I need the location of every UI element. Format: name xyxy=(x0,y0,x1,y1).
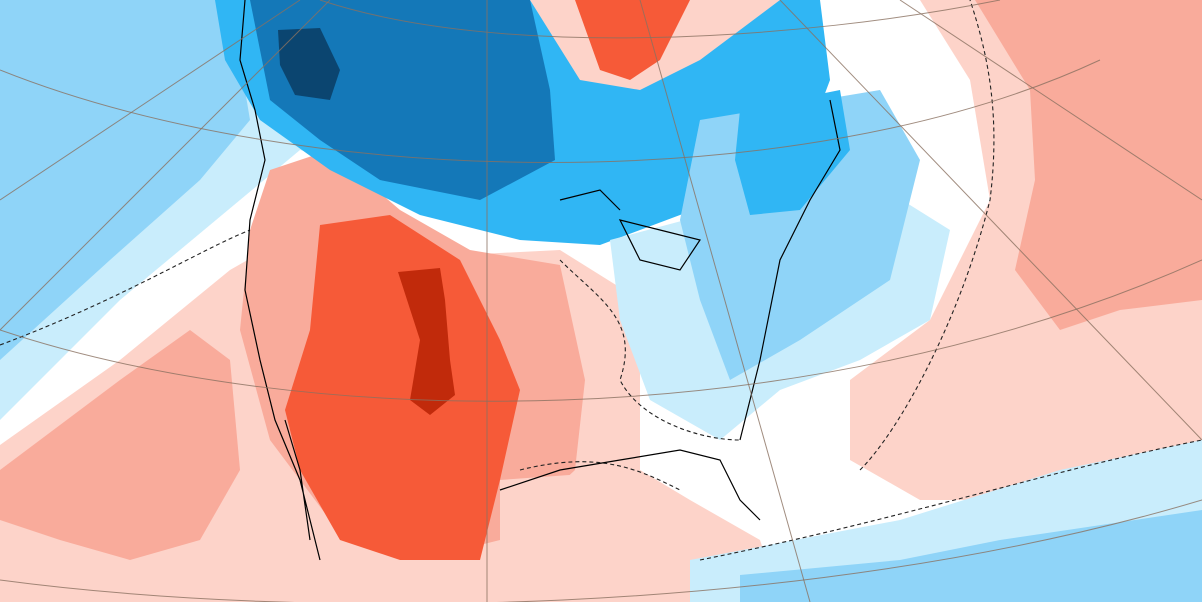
cold-deepest xyxy=(278,28,340,100)
cold-medium xyxy=(0,0,250,360)
contour xyxy=(519,439,1202,561)
warm-strong xyxy=(398,268,455,415)
coastline xyxy=(559,189,701,271)
warm-hudson xyxy=(575,0,690,80)
graticule xyxy=(0,259,1202,402)
contour xyxy=(859,0,995,471)
contour xyxy=(0,229,741,441)
cold-east-strong xyxy=(735,90,850,215)
warm-atlantic-strong xyxy=(975,0,1202,330)
graticule xyxy=(0,499,1202,602)
graticule xyxy=(0,59,1101,163)
warm-medium xyxy=(285,215,520,560)
cold-caribbean xyxy=(740,510,1202,602)
coastline xyxy=(239,0,841,561)
warm-light xyxy=(0,330,240,560)
graticule xyxy=(319,0,1001,39)
